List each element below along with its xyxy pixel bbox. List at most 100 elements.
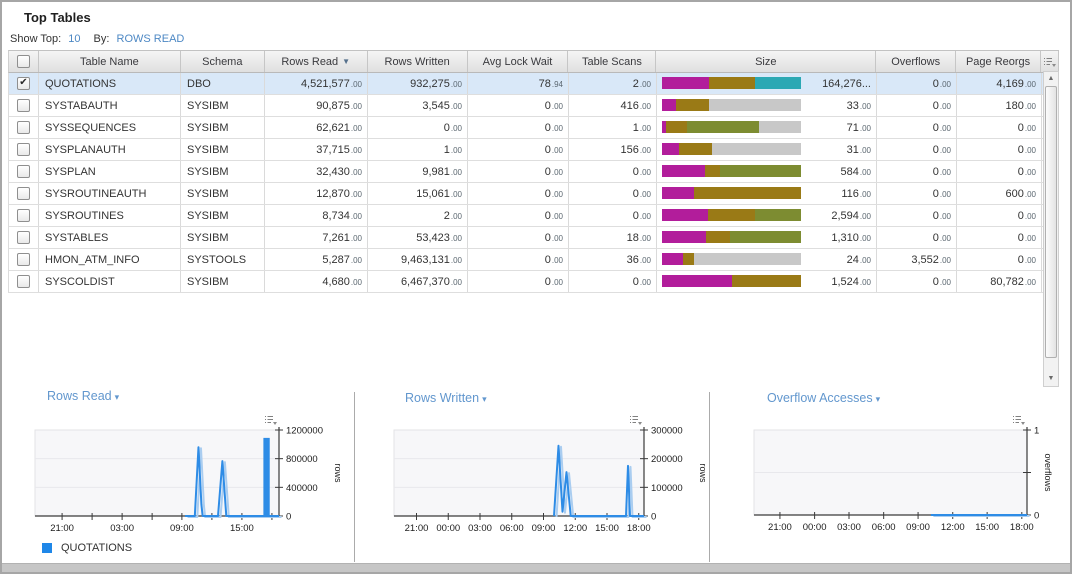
size-stacked-bar — [662, 121, 801, 133]
table-row[interactable]: SYSPLAN SYSIBM 32,430.00 9,981.00 0.00 0.00 58… — [8, 161, 1059, 183]
cell-size: 584.00 — [657, 161, 877, 182]
chart-plot: 1200000 800000 400000 0 rows 21:00 03:00 09:00 1… — [34, 426, 343, 534]
size-value: 24.00 — [846, 253, 871, 266]
size-bar-segment — [693, 187, 801, 199]
checkbox-icon[interactable] — [17, 231, 30, 244]
checkbox-icon[interactable] — [17, 165, 30, 178]
chart-plot: 1 0 overflows 21:00 00:00 03:00 06:00 09:00 12:0… — [753, 426, 1053, 533]
size-bar-segment — [682, 253, 694, 265]
show-top-value-link[interactable]: 10 — [68, 33, 81, 45]
column-header-size[interactable]: Size — [656, 51, 877, 72]
svg-text:00:00: 00:00 — [803, 522, 827, 533]
cell-page-reorgs: 0.00 — [957, 205, 1042, 226]
checkbox-icon[interactable] — [17, 187, 30, 200]
by-value-link[interactable]: ROWS READ — [116, 33, 185, 45]
vertical-scrollbar[interactable]: ▲ ▼ — [1043, 71, 1059, 387]
cell-avg-lock-wait: 0.00 — [468, 249, 569, 270]
size-value: 1,310.00 — [831, 231, 871, 244]
select-all-checkbox[interactable] — [9, 51, 39, 72]
row-checkbox[interactable] — [9, 227, 39, 248]
cell-rows-read: 62,621.00 — [265, 117, 368, 138]
size-stacked-bar — [662, 231, 801, 243]
checkbox-icon[interactable] — [17, 99, 30, 112]
svg-text:18:00: 18:00 — [1010, 522, 1034, 533]
row-checkbox[interactable] — [9, 205, 39, 226]
chevron-down-icon: ▾ — [875, 394, 881, 404]
scrollbar-thumb[interactable] — [1045, 86, 1057, 358]
svg-text:21:00: 21:00 — [50, 523, 74, 534]
table-row[interactable]: SYSCOLDIST SYSIBM 4,680.00 6,467,370.00 0.00… — [8, 271, 1059, 293]
svg-text:1200000: 1200000 — [286, 426, 323, 437]
chart-options-icon[interactable] — [629, 413, 642, 431]
size-bar-segment — [662, 143, 679, 155]
row-checkbox[interactable]: ✔ — [9, 73, 39, 94]
scroll-down-icon[interactable]: ▼ — [1047, 375, 1055, 382]
checkbox-icon[interactable] — [16, 55, 30, 68]
show-top-label: Show Top: — [10, 33, 62, 45]
table-row[interactable]: SYSPLANAUTH SYSIBM 37,715.00 1.00 0.00 156.00… — [8, 139, 1059, 161]
row-checkbox[interactable] — [9, 95, 39, 116]
chart-title-dropdown[interactable]: Overflow Accesses ▾ — [767, 391, 881, 405]
cell-rows-read: 7,261.00 — [265, 227, 368, 248]
table-row[interactable]: SYSTABLES SYSIBM 7,261.00 53,423.00 0.00 18.0… — [8, 227, 1059, 249]
cell-avg-lock-wait: 0.00 — [468, 117, 569, 138]
row-checkbox[interactable] — [9, 249, 39, 270]
column-header-overflows[interactable]: Overflows — [876, 51, 957, 72]
row-checkbox[interactable] — [9, 161, 39, 182]
chart-title-dropdown[interactable]: Rows Written ▾ — [405, 391, 487, 405]
svg-text:rows: rows — [333, 463, 343, 483]
scroll-up-icon[interactable]: ▲ — [1047, 75, 1055, 82]
cell-schema: DBO — [181, 73, 265, 94]
cell-overflows: 0.00 — [877, 139, 957, 160]
svg-text:09:00: 09:00 — [906, 522, 930, 533]
table-row[interactable]: SYSTABAUTH SYSIBM 90,875.00 3,545.00 0.00 416… — [8, 95, 1059, 117]
cell-size: 164,276... — [657, 73, 877, 94]
table-row[interactable]: HMON_ATM_INFO SYSTOOLS 5,287.00 9,463,131.0… — [8, 249, 1059, 271]
row-checkbox[interactable] — [9, 183, 39, 204]
svg-text:0: 0 — [1034, 511, 1039, 522]
column-options-icon[interactable] — [1041, 51, 1060, 72]
checkbox-icon[interactable] — [17, 209, 30, 222]
checkbox-icon[interactable] — [17, 275, 30, 288]
row-checkbox[interactable] — [9, 117, 39, 138]
table-row[interactable]: SYSROUTINES SYSIBM 8,734.00 2.00 0.00 0.00 2,5… — [8, 205, 1059, 227]
column-header-schema[interactable]: Schema — [180, 51, 265, 72]
chart-options-icon[interactable] — [1012, 413, 1025, 431]
checkbox-icon[interactable] — [17, 121, 30, 134]
cell-rows-written: 9,463,131.00 — [368, 249, 468, 270]
checkbox-icon[interactable] — [17, 253, 30, 266]
column-header-table-name[interactable]: Table Name — [38, 51, 181, 72]
table-row[interactable]: ✔ QUOTATIONS DBO 4,521,577.00 932,275.00 78.9… — [8, 73, 1059, 95]
row-checkbox[interactable] — [9, 271, 39, 292]
svg-text:0: 0 — [651, 512, 656, 523]
row-checkbox[interactable] — [9, 139, 39, 160]
chart-title-dropdown[interactable]: Rows Read ▾ — [47, 389, 120, 403]
column-header-table-scans[interactable]: Table Scans — [568, 51, 657, 72]
cell-schema: SYSIBM — [181, 205, 265, 226]
size-bar-segment — [687, 121, 760, 133]
svg-text:15:00: 15:00 — [975, 522, 999, 533]
chart-options-icon[interactable] — [264, 413, 277, 431]
cell-table-scans: 18.00 — [569, 227, 657, 248]
checkbox-icon[interactable] — [17, 143, 30, 156]
size-value: 1,524.00 — [831, 275, 871, 288]
size-bar-segment — [759, 121, 801, 133]
cell-size: 2,594.00 — [657, 205, 877, 226]
horizontal-scrollbar[interactable] — [2, 563, 1070, 572]
column-header-rows-written[interactable]: Rows Written — [367, 51, 468, 72]
cell-avg-lock-wait: 0.00 — [468, 271, 569, 292]
size-bar-segment — [707, 209, 756, 221]
size-stacked-bar — [662, 165, 801, 177]
checkbox-icon[interactable]: ✔ — [17, 77, 30, 90]
cell-page-reorgs: 0.00 — [957, 139, 1042, 160]
table-row[interactable]: SYSSEQUENCES SYSIBM 62,621.00 0.00 0.00 1.00 7… — [8, 117, 1059, 139]
column-header-page-reorgs[interactable]: Page Reorgs — [956, 51, 1042, 72]
table-row[interactable]: SYSROUTINEAUTH SYSIBM 12,870.00 15,061.00 0.… — [8, 183, 1059, 205]
svg-text:09:00: 09:00 — [532, 523, 556, 534]
cell-avg-lock-wait: 0.00 — [468, 183, 569, 204]
size-bar-segment — [662, 187, 694, 199]
cell-rows-read: 32,430.00 — [265, 161, 368, 182]
column-header-rows-read[interactable]: Rows Read ▼ — [264, 51, 368, 72]
column-header-avg-lock-wait[interactable]: Avg Lock Wait — [467, 51, 569, 72]
size-bar-segment — [662, 275, 732, 287]
